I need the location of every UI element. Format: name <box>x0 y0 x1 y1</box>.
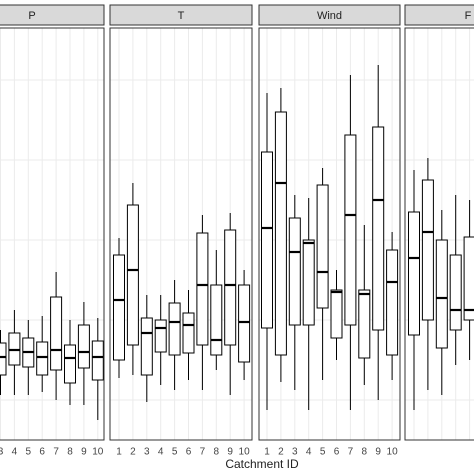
box <box>302 239 315 326</box>
box <box>126 204 139 346</box>
box <box>274 111 287 356</box>
strip <box>258 4 401 26</box>
box <box>140 317 153 376</box>
box <box>224 229 237 346</box>
box <box>50 296 63 371</box>
box <box>330 289 343 339</box>
x-tick-label: 9 <box>227 447 233 458</box>
box <box>154 319 167 353</box>
x-tick-label: 1 <box>116 447 122 458</box>
x-tick-label: 5 <box>172 447 178 458</box>
box <box>0 342 7 376</box>
box <box>238 284 251 363</box>
strip-label: Wind <box>317 10 342 22</box>
strip-label: T <box>178 10 185 22</box>
box <box>113 254 125 361</box>
facet: 1 2 3 4 5 6 7 8 9 10 T <box>109 4 253 458</box>
x-tick-label: 9 <box>375 447 381 458</box>
box <box>372 126 385 331</box>
strip-label: F <box>465 10 472 22</box>
x-tick-label: 7 <box>200 447 206 458</box>
strip-label: P <box>28 10 35 22</box>
facet: 1 2 3 4 5 6 7 8 9 10 Wind <box>258 4 401 458</box>
x-tick-label: 6 <box>39 447 45 458</box>
box <box>408 211 420 336</box>
x-tick-label: 4 <box>306 447 312 458</box>
facet: F <box>404 4 474 441</box>
box <box>182 312 195 354</box>
x-tick-label: 8 <box>362 447 368 458</box>
panel-border <box>404 27 474 441</box>
box <box>196 232 209 346</box>
x-tick-label: 6 <box>186 447 192 458</box>
x-tick-label: 7 <box>348 447 354 458</box>
box <box>64 344 76 384</box>
box <box>168 302 181 356</box>
box <box>261 151 273 329</box>
box <box>316 184 329 309</box>
x-tick-label: 6 <box>334 447 340 458</box>
x-tick-label: 8 <box>214 447 220 458</box>
x-axis-label: Catchment ID <box>225 457 299 471</box>
box <box>288 217 301 326</box>
box <box>210 284 223 356</box>
box <box>386 249 399 356</box>
box <box>91 340 104 381</box>
x-tick-label: 10 <box>92 447 104 458</box>
x-tick-label: 9 <box>81 447 87 458</box>
x-tick-label: 3 <box>0 447 4 458</box>
strip <box>0 4 105 26</box>
panel-border <box>0 27 105 441</box>
x-tick-label: 1 <box>264 447 270 458</box>
x-tick-label: 3 <box>144 447 150 458</box>
x-tick-label: 3 <box>292 447 298 458</box>
x-tick-label: 8 <box>67 447 73 458</box>
x-tick-label: 7 <box>53 447 59 458</box>
x-tick-label: 4 <box>158 447 164 458</box>
panel-border <box>258 27 401 441</box>
box <box>77 324 90 369</box>
box <box>358 289 371 359</box>
box <box>435 239 448 349</box>
box <box>421 179 434 321</box>
x-tick-label: 5 <box>26 447 32 458</box>
panel-bg <box>0 28 104 440</box>
box <box>463 236 474 321</box>
x-tick-label: 10 <box>387 447 399 458</box>
box <box>449 254 462 331</box>
box <box>344 134 357 326</box>
x-tick-label: 2 <box>278 447 284 458</box>
x-tick-label: 5 <box>320 447 326 458</box>
strip <box>109 4 253 26</box>
strip <box>404 4 474 26</box>
panel-border <box>109 27 253 441</box>
facet: 3 4 5 6 7 8 9 10 P <box>0 4 105 458</box>
box <box>36 341 49 376</box>
x-tick-label: 2 <box>130 447 136 458</box>
x-tick-label: 4 <box>12 447 18 458</box>
x-tick-label: 10 <box>239 447 251 458</box>
